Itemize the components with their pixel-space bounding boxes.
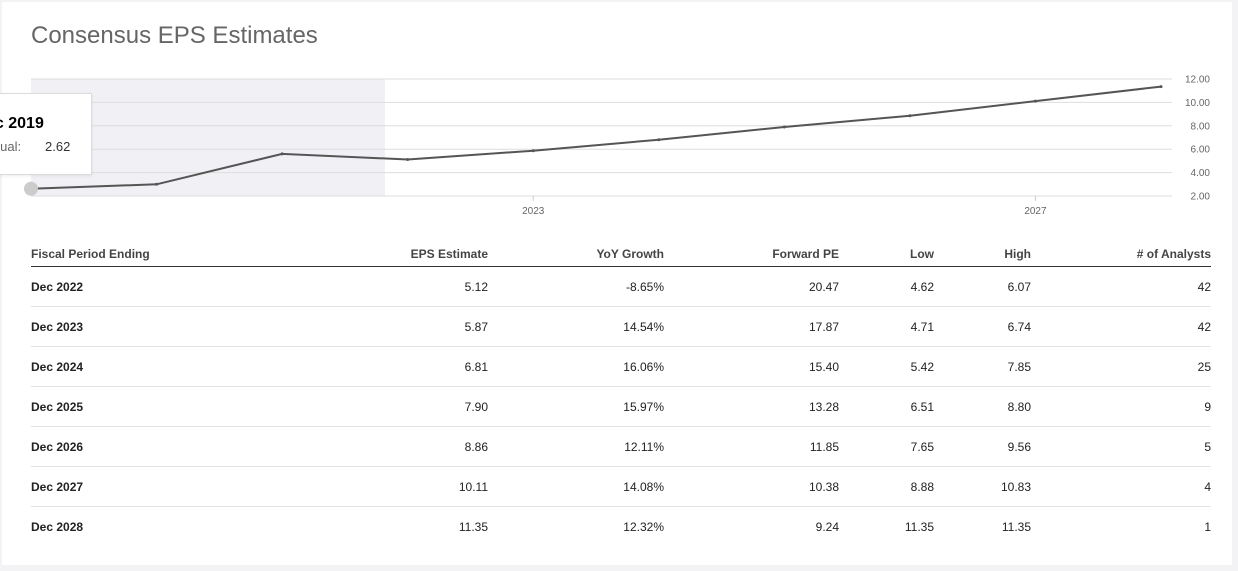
cell-eps-estimate: 5.12 xyxy=(288,266,488,307)
cell-yoy-growth: -8.65% xyxy=(488,266,664,307)
cell-analysts: 25 xyxy=(1031,346,1211,387)
cell-eps-estimate: 6.81 xyxy=(288,346,488,387)
header-high[interactable]: High xyxy=(934,242,1031,267)
cell-analysts: 1 xyxy=(1204,519,1211,534)
cell-forward-pe: 20.47 xyxy=(664,266,839,307)
cell-yoy-growth: 15.97% xyxy=(488,386,664,427)
eps-estimates-table: Fiscal Period Ending EPS Estimate YoY Gr… xyxy=(31,242,1211,546)
eps-series-line xyxy=(30,85,1162,190)
cell-period: Dec 2027 xyxy=(31,466,288,507)
cell-eps-estimate: 8.86 xyxy=(288,426,488,467)
data-point[interactable] xyxy=(782,125,786,129)
data-point[interactable] xyxy=(155,182,159,186)
header-yoy-growth[interactable]: YoY Growth xyxy=(488,242,664,267)
cell-period: Dec 2028 xyxy=(31,519,84,534)
cell-forward-pe: 9.24 xyxy=(815,519,839,534)
cell-yoy-growth: 12.11% xyxy=(488,426,664,467)
cell-yoy-growth: 14.54% xyxy=(488,306,664,347)
cell-eps-estimate: 10.11 xyxy=(288,466,488,507)
y-tick-label: 10.00 xyxy=(1185,98,1210,109)
cell-low: 6.51 xyxy=(839,386,934,427)
cell-yoy-growth: 12.32% xyxy=(623,519,664,534)
y-tick-label: 2.00 xyxy=(1191,192,1211,203)
cell-analysts: 5 xyxy=(1031,426,1211,467)
cell-period: Dec 2025 xyxy=(31,386,288,427)
y-tick-label: 8.00 xyxy=(1191,121,1211,132)
table-row: Dec 2026 8.86 12.11% 11.85 7.65 9.56 5 xyxy=(31,426,1211,467)
cell-eps-estimate: 5.87 xyxy=(288,306,488,347)
cell-analysts: 4 xyxy=(1031,466,1211,507)
cell-period: Dec 2026 xyxy=(31,426,288,467)
eps-chart[interactable]: 12.00 10.00 8.00 6.00 4.00 2.00 2023 2027 xyxy=(2,2,1232,232)
table-row: Dec 2027 10.11 14.08% 10.38 8.88 10.83 4 xyxy=(31,466,1211,507)
cell-forward-pe: 15.40 xyxy=(664,346,839,387)
cell-analysts: 42 xyxy=(1031,266,1211,307)
cell-period: Dec 2022 xyxy=(31,266,288,307)
data-point[interactable] xyxy=(908,114,912,118)
cell-forward-pe: 17.87 xyxy=(664,306,839,347)
cell-high: 11.35 xyxy=(1001,519,1031,534)
cell-period: Dec 2024 xyxy=(31,346,288,387)
cell-eps-estimate: 11.35 xyxy=(458,519,488,534)
table-row: Dec 2025 7.90 15.97% 13.28 6.51 8.80 9 xyxy=(31,386,1211,427)
table-row: Dec 2023 5.87 14.54% 17.87 4.71 6.74 42 xyxy=(31,306,1211,347)
cell-high: 10.83 xyxy=(934,466,1031,507)
cell-low: 8.88 xyxy=(839,466,934,507)
table-row: Dec 2022 5.12 -8.65% 20.47 4.62 6.07 42 xyxy=(31,266,1211,307)
cell-high: 6.74 xyxy=(934,306,1031,347)
page-title: Consensus EPS Estimates xyxy=(31,22,318,49)
cell-eps-estimate: 7.90 xyxy=(288,386,488,427)
header-analysts[interactable]: # of Analysts xyxy=(1031,242,1211,267)
cell-analysts: 9 xyxy=(1031,386,1211,427)
cell-yoy-growth: 16.06% xyxy=(488,346,664,387)
header-fiscal-period[interactable]: Fiscal Period Ending xyxy=(31,242,288,267)
x-tick-label: 2023 xyxy=(522,206,545,217)
cell-low: 5.42 xyxy=(839,346,934,387)
cell-analysts: 42 xyxy=(1031,306,1211,347)
table-row: Dec 2028 11.35 12.32% 9.24 11.35 11.35 1 xyxy=(31,507,1211,547)
y-tick-label: 12.00 xyxy=(1185,75,1210,86)
cell-yoy-growth: 14.08% xyxy=(488,466,664,507)
data-point[interactable] xyxy=(1159,85,1163,89)
header-forward-pe[interactable]: Forward PE xyxy=(664,242,839,267)
chart-tooltip: ec 2019 ctual: 2.62 xyxy=(0,93,92,175)
y-tick-label: 6.00 xyxy=(1191,145,1211,156)
cell-low: 11.35 xyxy=(904,519,934,534)
x-tick-label: 2027 xyxy=(1024,206,1047,217)
header-low[interactable]: Low xyxy=(839,242,934,267)
hovered-data-point[interactable] xyxy=(24,181,38,196)
cell-low: 7.65 xyxy=(839,426,934,467)
cell-low: 4.71 xyxy=(839,306,934,347)
cell-forward-pe: 13.28 xyxy=(664,386,839,427)
cell-high: 7.85 xyxy=(934,346,1031,387)
cell-low: 4.62 xyxy=(839,266,934,307)
cell-high: 6.07 xyxy=(934,266,1031,307)
header-eps-estimate[interactable]: EPS Estimate xyxy=(288,242,488,267)
cell-high: 9.56 xyxy=(934,426,1031,467)
data-point[interactable] xyxy=(657,138,661,142)
data-point[interactable] xyxy=(406,157,410,161)
data-point[interactable] xyxy=(531,149,535,153)
cell-forward-pe: 10.38 xyxy=(664,466,839,507)
y-tick-label: 4.00 xyxy=(1191,168,1211,179)
table-row: Dec 2024 6.81 16.06% 15.40 5.42 7.85 25 xyxy=(31,346,1211,387)
cell-forward-pe: 11.85 xyxy=(664,426,839,467)
cell-high: 8.80 xyxy=(934,386,1031,427)
table-header-row: Fiscal Period Ending EPS Estimate YoY Gr… xyxy=(31,242,1211,267)
tooltip-title: ec 2019 xyxy=(0,115,44,132)
cell-period: Dec 2023 xyxy=(31,306,288,347)
data-point[interactable] xyxy=(280,152,284,156)
tooltip-value: 2.62 xyxy=(45,139,71,154)
tooltip-label: ctual: xyxy=(0,139,22,154)
data-point[interactable] xyxy=(1033,99,1037,103)
